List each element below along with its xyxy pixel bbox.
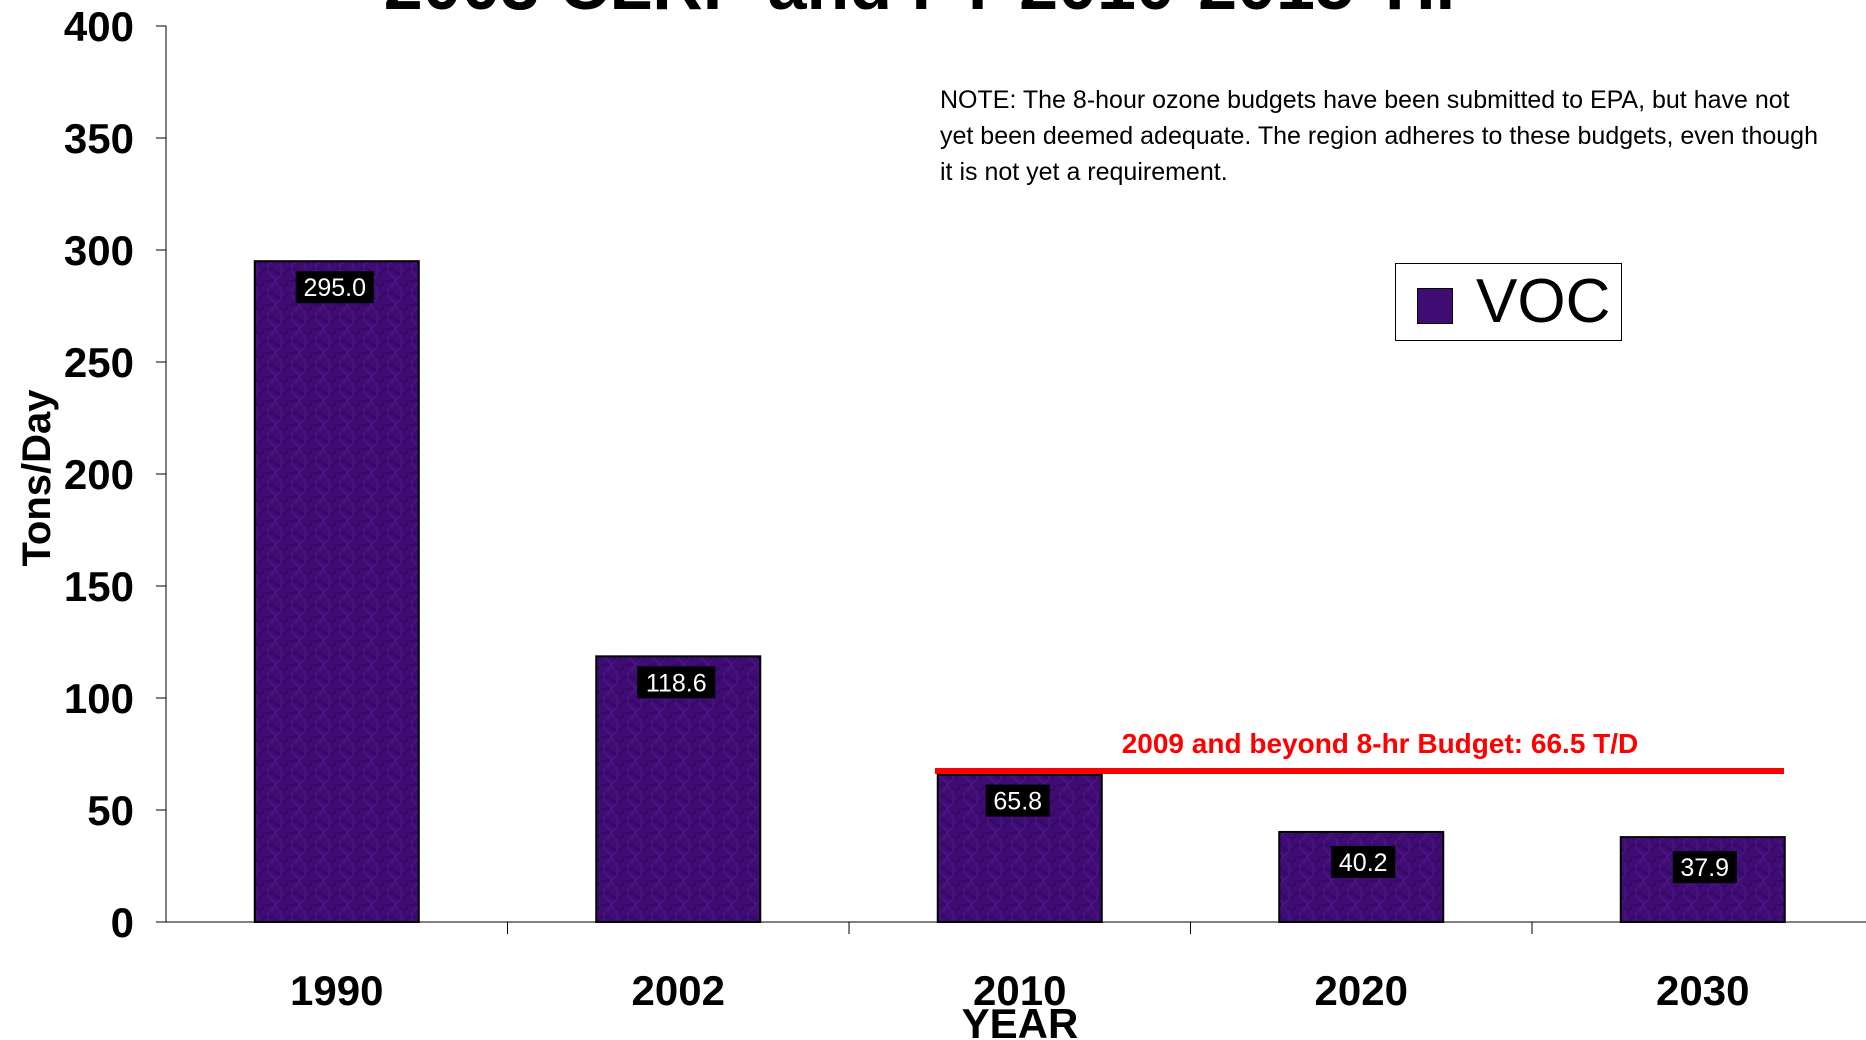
legend-label-voc: VOC — [1476, 267, 1611, 336]
y-tick-label: 150 — [64, 563, 134, 610]
budget-note: NOTE: The 8-hour ozone budgets have been… — [940, 86, 1818, 186]
data-label-bg — [985, 784, 1050, 817]
data-label-bg — [1672, 851, 1737, 884]
x-tick-label: 1990 — [290, 967, 383, 1014]
data-label: 65.8 — [993, 788, 1042, 816]
data-label: 118.6 — [646, 669, 707, 697]
y-axis-label: Tons/Day — [15, 389, 59, 567]
data-label-bg — [1331, 845, 1396, 878]
x-tick-label: 2002 — [632, 967, 725, 1014]
y-tick-label: 100 — [64, 675, 134, 722]
data-label: 40.2 — [1339, 849, 1388, 877]
data-label-bg — [295, 271, 374, 304]
y-tick-label: 0 — [111, 899, 134, 946]
y-tick-label: 350 — [64, 115, 134, 162]
data-label: 295.0 — [303, 274, 366, 302]
legend: VOC — [1395, 263, 1622, 341]
x-tick-label: 2030 — [1656, 967, 1749, 1014]
data-label-bg — [637, 666, 716, 699]
x-tick-label: 2020 — [1315, 967, 1408, 1014]
chart-title: 2003 CLRP and FY 2010-2015 TIP — [0, 0, 1866, 25]
y-tick-label: 200 — [64, 451, 134, 498]
bar-1990 — [253, 260, 420, 923]
budget-line-label: 2009 and beyond 8-hr Budget: 66.5 T/D — [1122, 728, 1639, 759]
bar-2002 — [595, 655, 762, 923]
data-label: 37.9 — [1680, 854, 1729, 882]
x-axis-label: YEAR — [962, 1000, 1079, 1040]
y-tick-label: 300 — [64, 227, 134, 274]
x-tick-label: 2010 — [973, 967, 1066, 1014]
legend-swatch-voc — [1417, 288, 1453, 324]
y-tick-label: 50 — [87, 787, 134, 834]
y-tick-label: 400 — [64, 3, 134, 50]
y-tick-label: 250 — [64, 339, 134, 386]
